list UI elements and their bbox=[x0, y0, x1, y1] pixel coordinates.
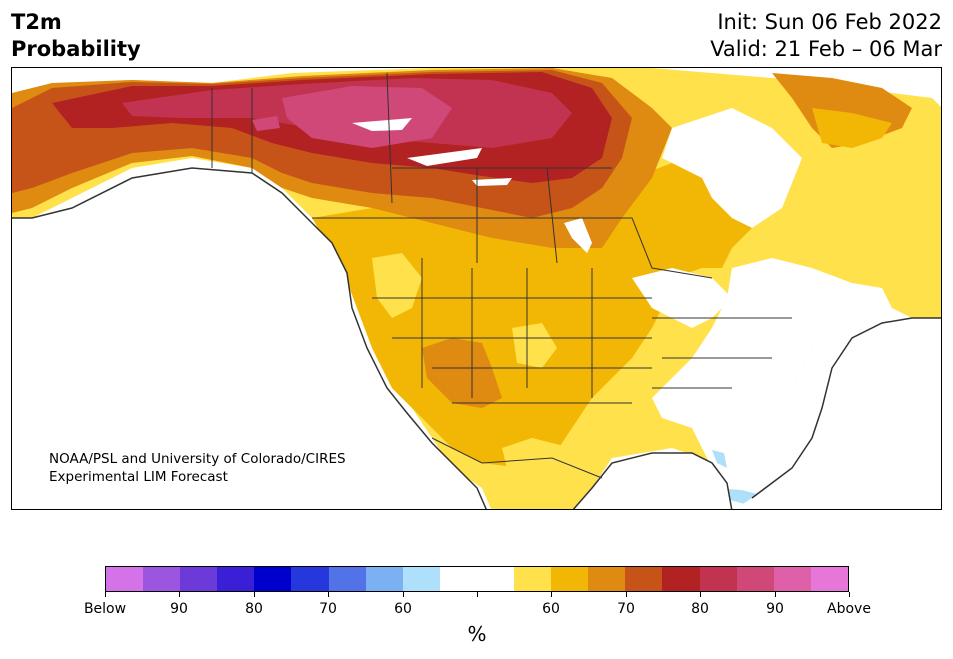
init-date: Init: Sun 06 Feb 2022 bbox=[717, 10, 942, 34]
colorbar-cell bbox=[365, 567, 403, 591]
colorbar-tick-mark bbox=[849, 592, 850, 597]
colorbar-cell bbox=[106, 567, 144, 591]
land-greenland-inner bbox=[812, 108, 892, 148]
colorbar-tick-label: 80 bbox=[691, 601, 709, 617]
colorbar-tick-label: 70 bbox=[617, 601, 635, 617]
credit-text: NOAA/PSL and University of Colorado/CIRE… bbox=[49, 450, 346, 486]
us-canada-border bbox=[312, 217, 713, 279]
colorbar-cell bbox=[291, 567, 329, 591]
water-athabasca bbox=[472, 178, 512, 186]
colorbar-cell bbox=[736, 567, 774, 591]
water-atlantic bbox=[735, 318, 941, 509]
land-p90-small bbox=[252, 116, 280, 131]
colorbar bbox=[105, 566, 849, 592]
land-neutral-east bbox=[652, 258, 892, 468]
valid-range: Valid: 21 Feb – 06 Mar bbox=[710, 37, 942, 61]
colorbar-tick-label: 60 bbox=[394, 601, 412, 617]
land-p70-sw bbox=[422, 338, 502, 408]
credit-line-1: NOAA/PSL and University of Colorado/CIRE… bbox=[49, 451, 346, 467]
colorbar-tick-label: Above bbox=[827, 601, 871, 617]
border-ca5 bbox=[546, 167, 558, 264]
colorbar-cell bbox=[514, 567, 552, 591]
colorbar-cell bbox=[625, 567, 663, 591]
colorbar-cell bbox=[143, 567, 181, 591]
title-variable: T2m bbox=[11, 10, 62, 34]
title-quantity: Probability bbox=[11, 37, 141, 61]
colorbar-cell bbox=[699, 567, 737, 591]
land-p60-nw bbox=[372, 253, 422, 318]
colorbar-tick-mark bbox=[626, 592, 627, 597]
political-borders bbox=[211, 72, 792, 479]
water-hudson-bay bbox=[662, 108, 802, 228]
water-great-bear bbox=[407, 148, 482, 166]
colorbar-cell bbox=[773, 567, 811, 591]
colorbar-tick-mark bbox=[105, 592, 106, 597]
water-great-slave bbox=[352, 118, 412, 131]
colorbar-tick-mark bbox=[775, 592, 776, 597]
colorbar-tick-label: 80 bbox=[245, 601, 263, 617]
colorbar-tick-mark bbox=[551, 592, 552, 597]
colorbar-cell bbox=[217, 567, 255, 591]
colorbar-cell bbox=[402, 567, 440, 591]
border-ca3 bbox=[386, 72, 393, 204]
credit-line-2: Experimental LIM Forecast bbox=[49, 469, 228, 485]
water-winnipeg bbox=[564, 218, 592, 253]
colorbar-tick-mark bbox=[254, 592, 255, 597]
colorbar-tick-mark bbox=[179, 592, 180, 597]
land-p60-plains bbox=[512, 323, 557, 368]
colorbar-tick-label: 60 bbox=[542, 601, 560, 617]
colorbar-cell bbox=[180, 567, 218, 591]
colorbar-tick-label: 70 bbox=[319, 601, 337, 617]
colorbar-tick-label: 90 bbox=[170, 601, 188, 617]
border-mx bbox=[431, 437, 603, 479]
forecast-dates: Init: Sun 06 Feb 2022 Valid: 21 Feb – 06… bbox=[710, 9, 942, 63]
water-gulf bbox=[573, 453, 732, 509]
colorbar-tick-label: 90 bbox=[766, 601, 784, 617]
colorbar-cell bbox=[810, 567, 848, 591]
colorbar-tick-mark bbox=[328, 592, 329, 597]
colorbar-cell bbox=[588, 567, 626, 591]
map-canvas bbox=[12, 68, 941, 509]
probability-map bbox=[11, 67, 942, 510]
colorbar-cell bbox=[328, 567, 366, 591]
colorbar-cell bbox=[476, 567, 515, 591]
colorbar-tick-label: Below bbox=[83, 601, 127, 617]
coastline bbox=[12, 167, 941, 509]
colorbar-unit: % bbox=[467, 622, 487, 646]
colorbar-tick-mark bbox=[477, 592, 478, 597]
colorbar-tick-mark bbox=[403, 592, 404, 597]
map-title: T2m Probability bbox=[11, 9, 141, 63]
florida-below bbox=[712, 450, 727, 468]
colorbar-cell bbox=[254, 567, 292, 591]
colorbar-cell bbox=[551, 567, 589, 591]
water-pacific bbox=[12, 168, 487, 509]
land-p60-south bbox=[502, 438, 582, 498]
land-p90 bbox=[282, 86, 452, 148]
colorbar-tick-mark bbox=[700, 592, 701, 597]
colorbar-cell bbox=[662, 567, 700, 591]
water-great-lakes bbox=[632, 268, 732, 328]
colorbar-cell bbox=[439, 567, 477, 591]
